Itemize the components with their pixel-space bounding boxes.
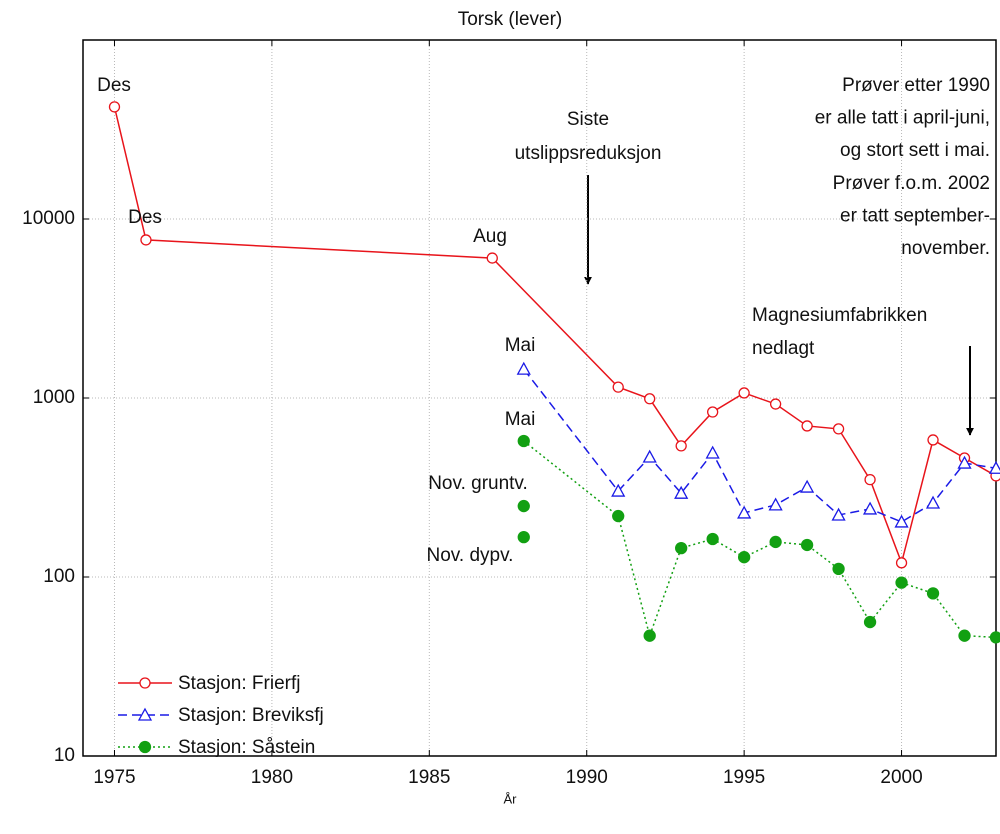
data-point	[705, 445, 720, 459]
y-tick-label: 10000	[22, 208, 75, 229]
data-point	[988, 460, 1000, 474]
arrow-note: Magnesiumfabrikken	[752, 305, 927, 326]
data-point	[737, 505, 752, 519]
data-point	[925, 495, 941, 509]
data-point	[863, 615, 877, 629]
series-line	[523, 368, 997, 523]
x-tick-label: 1990	[566, 767, 608, 788]
data-point	[957, 455, 972, 469]
data-point	[644, 393, 656, 405]
legend-label: Stasjon: Frierfj	[178, 673, 300, 694]
data-point	[642, 449, 657, 463]
data-point	[674, 485, 689, 499]
data-point	[832, 562, 845, 576]
y-tick-label: 100	[43, 566, 75, 587]
data-point	[643, 629, 656, 642]
data-point	[894, 514, 909, 528]
data-point	[832, 423, 845, 435]
arrow-note: nedlagt	[752, 338, 815, 359]
legend-marker	[138, 740, 152, 754]
legend-marker	[139, 677, 151, 689]
data-point	[768, 497, 783, 511]
data-point	[769, 398, 782, 410]
legend-label: Stasjon: Såstein	[178, 737, 315, 758]
data-point	[862, 501, 878, 515]
x-tick-label: 1985	[408, 767, 450, 788]
extra-point	[517, 530, 530, 544]
annotation: Nov. gruntv.	[428, 473, 528, 494]
data-point	[864, 473, 876, 486]
plot-frame	[82, 39, 997, 757]
data-point	[895, 576, 908, 589]
legend-marker	[137, 707, 153, 721]
data-point	[831, 507, 846, 521]
note-line: og stort sett i mai.	[840, 140, 990, 161]
annotation: Des	[128, 207, 162, 228]
annotation: Mai	[505, 409, 536, 430]
data-point	[675, 541, 688, 555]
data-point	[738, 387, 750, 399]
data-point	[958, 629, 971, 642]
data-point	[769, 535, 782, 549]
data-point	[800, 479, 815, 493]
legend-label: Stasjon: Breviksfj	[178, 705, 324, 726]
data-point	[926, 587, 940, 600]
note-line: er tatt september-	[840, 205, 990, 226]
data-point	[675, 440, 687, 452]
data-point	[516, 361, 531, 375]
data-point	[895, 557, 908, 569]
x-tick-label: 1975	[93, 767, 135, 788]
data-point	[927, 434, 939, 446]
data-point	[612, 381, 624, 393]
annotation: Nov. dypv.	[427, 545, 514, 566]
data-point	[707, 406, 719, 418]
extra-point	[517, 499, 530, 513]
chart-title: Torsk (lever)	[458, 9, 563, 30]
data-point	[611, 483, 626, 497]
series-line	[113, 106, 997, 566]
x-tick-label: 1980	[251, 767, 293, 788]
data-point	[108, 101, 121, 113]
data-point	[517, 434, 530, 448]
note-line: er alle tatt i april-juni,	[815, 108, 990, 129]
y-tick-label: 1000	[33, 387, 75, 408]
data-point	[612, 509, 625, 523]
note-line: Prøver etter 1990	[842, 75, 990, 96]
data-point	[801, 420, 813, 432]
data-point	[486, 252, 498, 264]
arrow-note: utslippsreduksjon	[515, 143, 662, 164]
annotation: Des	[97, 75, 131, 96]
x-axis-label: År	[504, 791, 518, 806]
note-line: Prøver f.o.m. 2002	[833, 173, 990, 194]
x-tick-label: 1995	[723, 767, 765, 788]
y-tick-label: 10	[54, 745, 75, 766]
data-point	[737, 551, 751, 564]
note-line: november.	[901, 238, 990, 259]
data-point	[140, 234, 152, 246]
annotation: Mai	[505, 335, 536, 356]
arrow-note: Siste	[567, 109, 609, 130]
data-point	[989, 631, 1000, 644]
data-point	[706, 532, 719, 546]
x-tick-label: 2000	[880, 767, 922, 788]
annotation: Aug	[473, 226, 507, 247]
data-point	[800, 538, 814, 552]
